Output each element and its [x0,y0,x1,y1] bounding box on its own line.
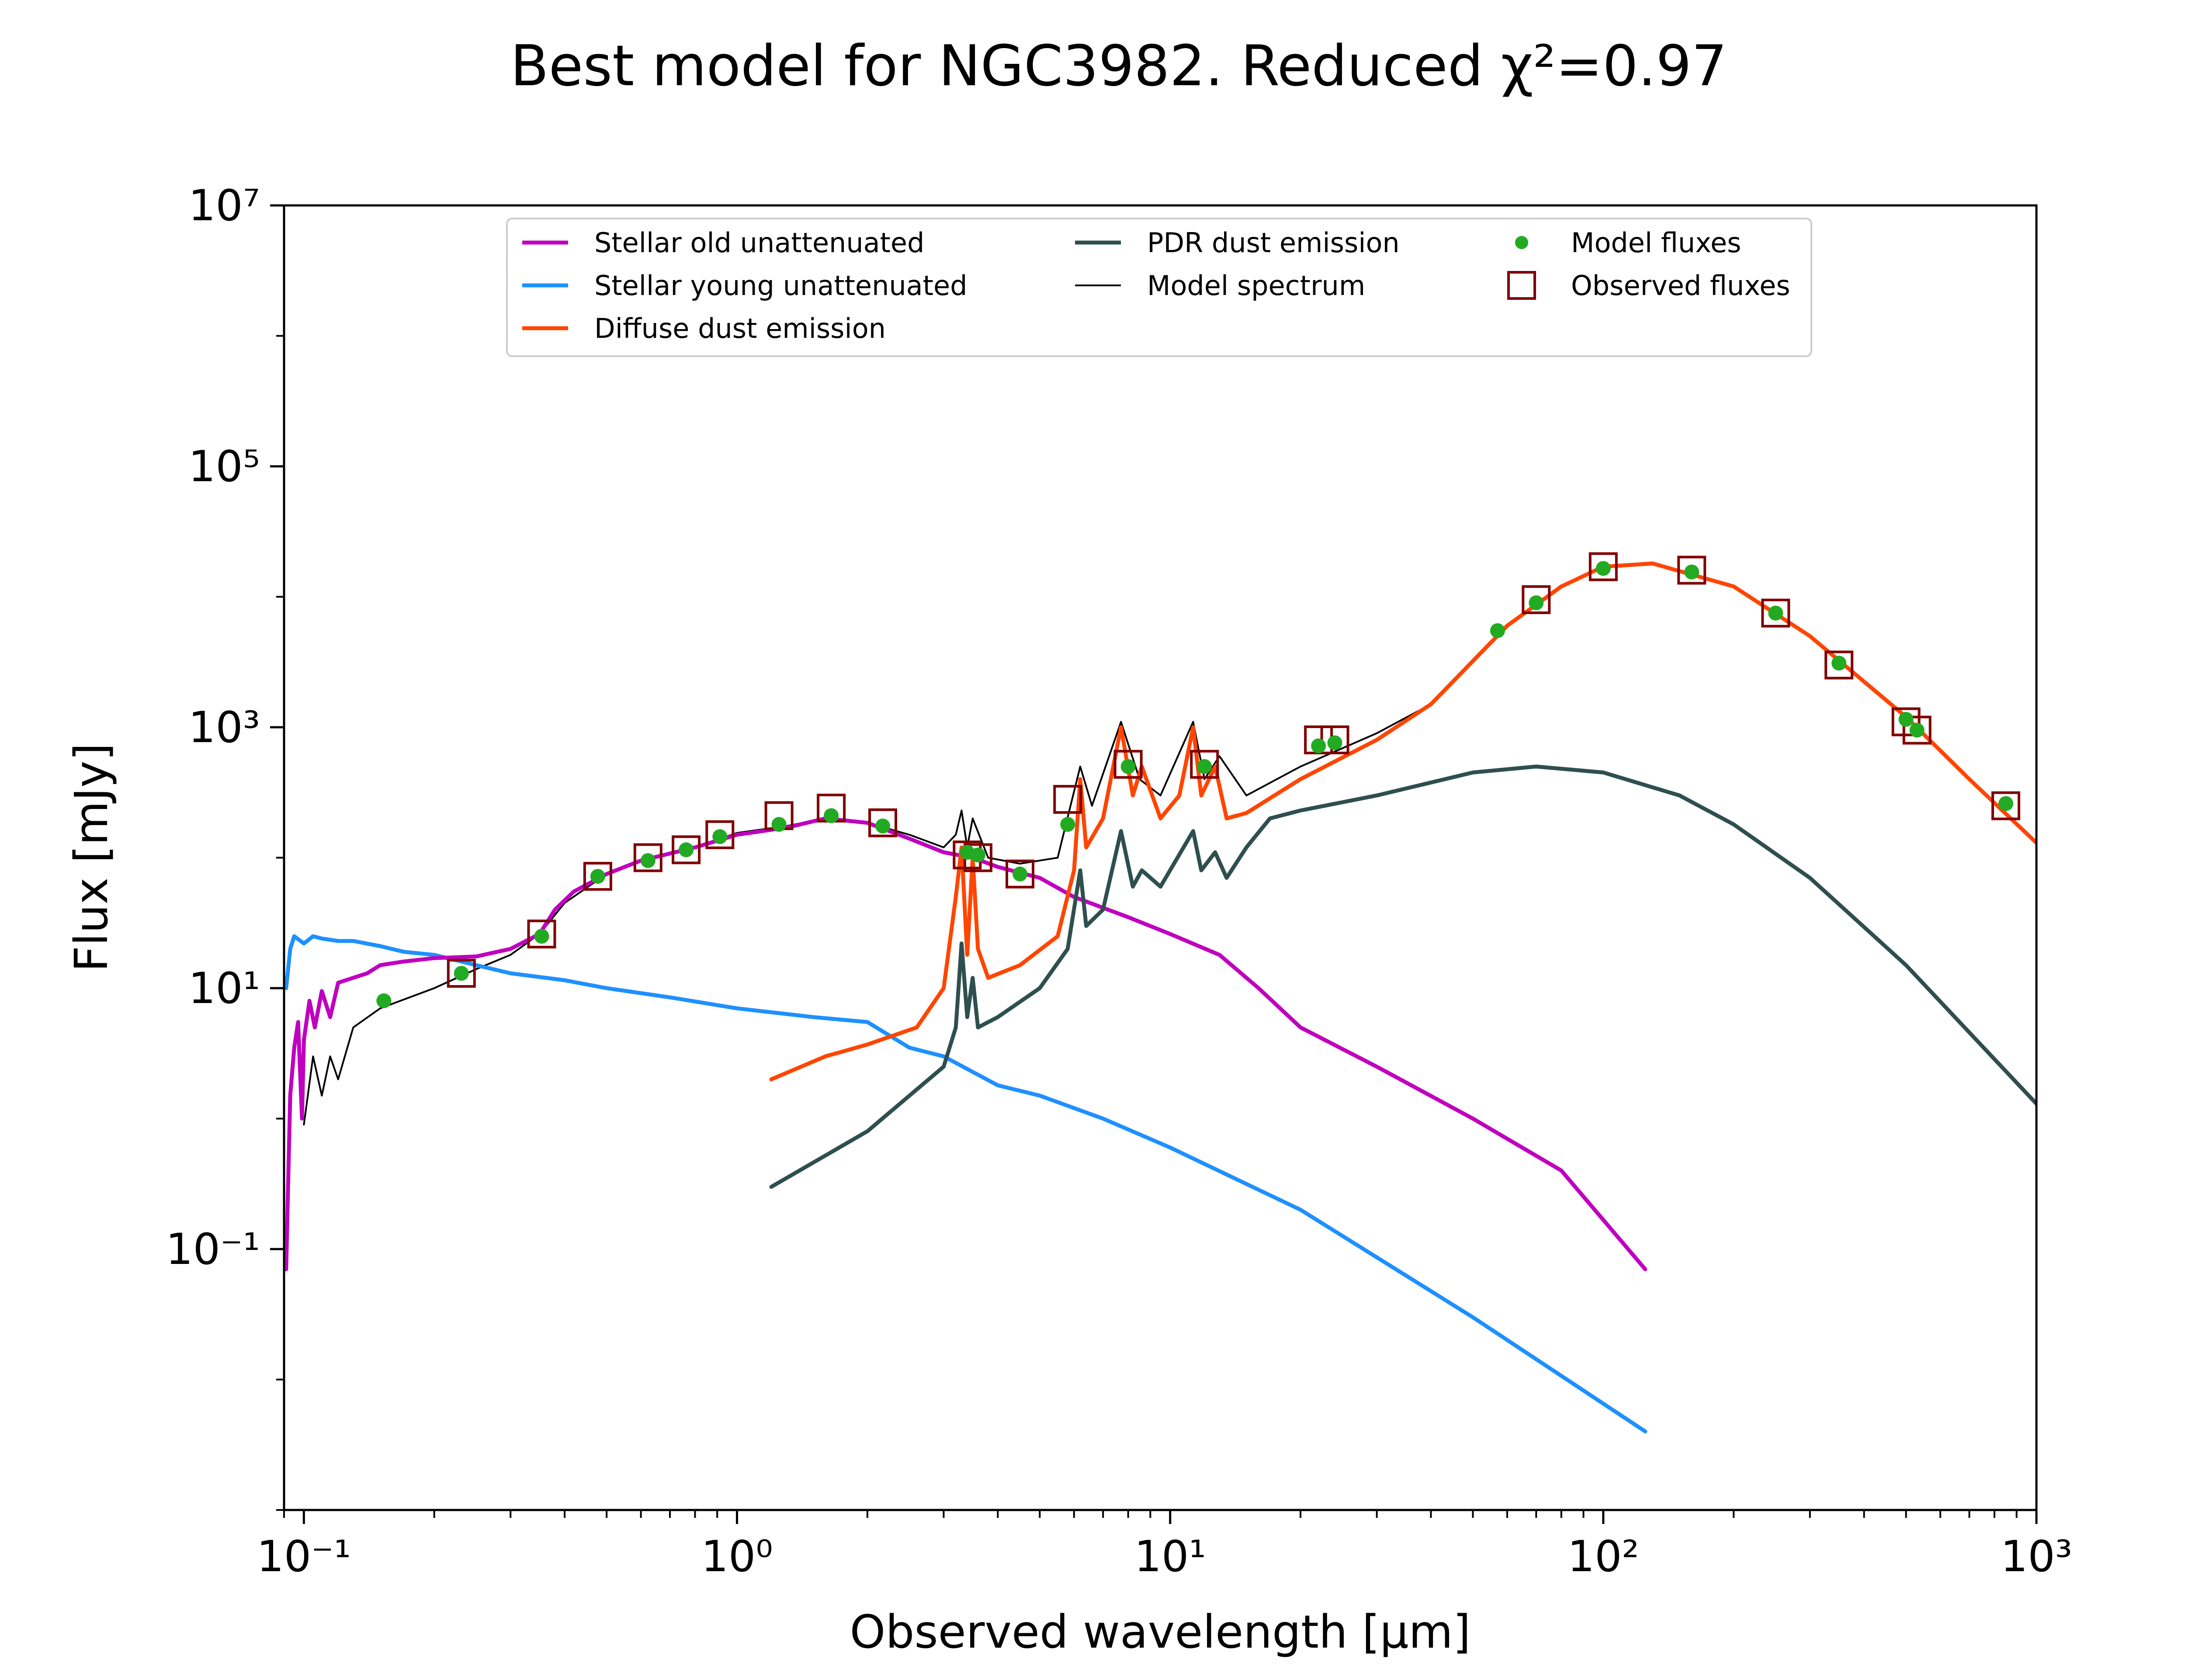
x-tick-label-1: 10⁰ [701,1532,773,1582]
model-flux-marker-25 [1909,722,1925,738]
legend-label-model-spectrum: Model spectrum [1147,270,1365,302]
series-line-pdr-dust-emission [769,764,2036,1189]
model-flux-marker-9 [875,819,890,833]
x-tick-label-3: 10² [1568,1532,1639,1582]
model-flux-marker-19 [1529,595,1544,611]
model-flux-marker-8 [824,808,839,823]
legend-box [506,218,1812,357]
observed-flux-marker-19 [1677,555,1706,585]
x-axis-label: Observed wavelength [μm] [850,1605,1471,1659]
observed-flux-marker-8 [868,808,897,837]
observed-flux-marker-22 [1891,707,1921,736]
observed-flux-marker-1 [527,920,556,949]
model-flux-marker-1 [454,966,469,981]
observed-flux-marker-18 [1588,552,1618,581]
legend-label-stellar-young-unattenuated: Stellar young unattenuated [594,270,967,302]
y-tick-label-0: 10⁻¹ [166,1225,260,1274]
model-flux-marker-14 [1120,759,1136,774]
model-flux-marker-0 [376,993,392,1008]
y-tick-label-1: 10¹ [188,964,260,1014]
legend-label-pdr-dust-emission: PDR dust emission [1147,227,1400,259]
model-flux-marker-7 [771,817,787,832]
observed-flux-marker-2 [583,862,612,891]
model-flux-marker-21 [1684,564,1699,580]
series-line-stellar-old-unattenuated [284,816,1647,1271]
model-flux-marker-17 [1327,735,1342,750]
model-flux-marker-5 [679,842,694,857]
legend-label-observed-fluxes: Observed fluxes [1571,270,1790,302]
plot-area [284,552,2036,1434]
observed-flux-marker-12 [1053,785,1082,814]
model-flux-marker-13 [1060,817,1075,832]
chart-title: Best model for NGC3982. Reduced χ²=0.97 [510,34,1727,99]
y-axis-label: Flux [mJy] [65,743,118,972]
observed-flux-marker-20 [1761,598,1790,628]
observed-flux-marker-4 [672,835,701,864]
model-flux-marker-16 [1311,738,1326,753]
observed-flux-marker-23 [1902,715,1932,745]
observed-flux-marker-5 [705,820,735,849]
model-flux-marker-12 [1013,866,1027,882]
y-tick-label-4: 10⁷ [188,181,260,231]
model-flux-marker-15 [1197,759,1212,774]
x-tick-label-4: 10³ [2001,1532,2072,1582]
model-flux-marker-22 [1768,605,1783,621]
legend-swatch-observed-fluxes [1507,271,1536,300]
model-flux-marker-6 [712,829,728,844]
model-flux-marker-26 [1998,796,2013,811]
legend-label-diffuse-dust-emission: Diffuse dust emission [594,312,886,344]
y-tick-label-3: 10⁵ [188,442,260,492]
model-flux-marker-18 [1490,623,1505,638]
observed-flux-marker-13 [1113,750,1143,779]
observed-flux-marker-3 [633,843,662,872]
model-flux-marker-11 [970,847,985,863]
y-tick-label-2: 10³ [188,703,260,753]
model-flux-marker-2 [534,929,549,944]
model-flux-marker-24 [1898,712,1914,727]
observed-flux-marker-17 [1522,585,1551,614]
legend-label-model-fluxes: Model fluxes [1571,227,1741,259]
observed-flux-marker-0 [447,959,476,988]
observed-flux-marker-24 [1991,791,2020,820]
legend: Stellar old unattenuated Stellar young un… [506,218,1812,357]
model-flux-marker-20 [1595,561,1611,576]
series-line-stellar-young-unattenuated [284,934,1647,1434]
axis-ticks: 10⁻¹ 10⁰ 10¹ 10² 10³ 10⁻¹ 10¹ 10³ 10⁵ 10⁷ [166,181,2072,1582]
model-flux-marker-3 [590,869,605,884]
observed-flux-marker-11 [1006,859,1034,889]
observed-flux-marker-14 [1190,750,1219,779]
legend-swatch-model-fluxes [1515,236,1528,249]
x-tick-label-0: 10⁻¹ [257,1532,351,1582]
observed-flux-marker-21 [1824,650,1854,680]
x-tick-label-2: 10¹ [1134,1532,1206,1582]
model-flux-marker-4 [640,853,656,868]
model-flux-marker-23 [1831,656,1847,671]
legend-label-stellar-old-unattenuated: Stellar old unattenuated [594,227,924,259]
